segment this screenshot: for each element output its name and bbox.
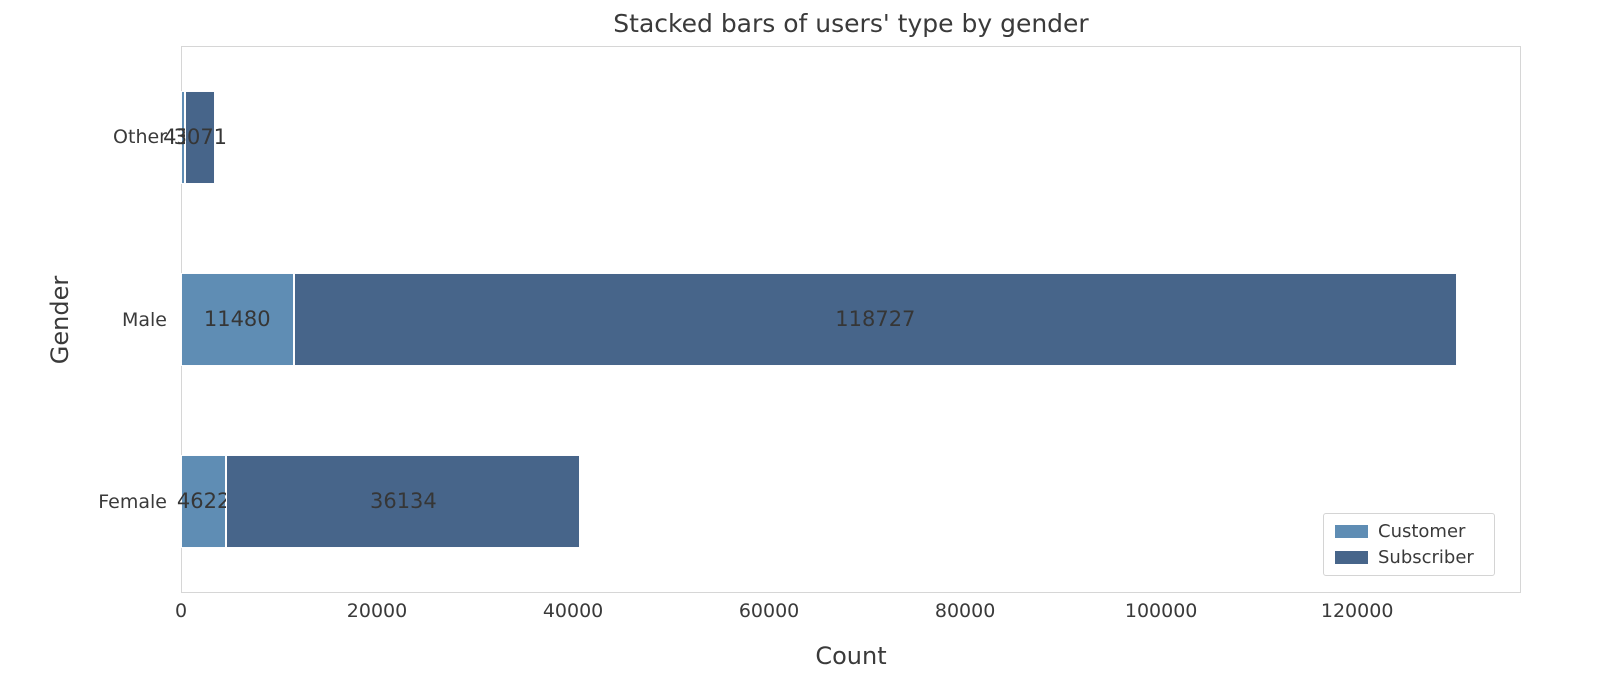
bar-value-label: 11480	[203, 307, 271, 331]
x-tick-label: 40000	[542, 600, 604, 622]
x-tick-label: 120000	[1320, 600, 1394, 622]
bar-segment	[226, 455, 581, 549]
x-tick-label: 60000	[738, 600, 800, 622]
x-tick-label: 0	[174, 600, 188, 622]
x-tick-label: 80000	[934, 600, 996, 622]
legend-swatch	[1335, 551, 1368, 564]
bar-segment	[181, 455, 227, 549]
bar-segment	[181, 273, 294, 366]
legend-item: Subscriber	[1335, 547, 1494, 568]
y-tick-label: Female	[98, 490, 167, 513]
legend-label: Subscriber	[1378, 547, 1474, 568]
x-axis-label: Count	[815, 642, 887, 670]
x-tick-label: 100000	[1124, 600, 1198, 622]
x-tick-label: 20000	[346, 600, 408, 622]
bar-value-label: 3071	[173, 124, 228, 149]
bar-segment	[185, 90, 216, 184]
bar-value-label: 4622	[176, 489, 231, 514]
legend-label: Customer	[1378, 521, 1466, 542]
y-tick-label: Other	[113, 126, 167, 149]
bar-value-label: 118727	[835, 307, 916, 331]
chart-title: Stacked bars of users' type by gender	[613, 9, 1089, 38]
y-tick-label: Male	[121, 308, 167, 331]
legend-swatch	[1335, 525, 1368, 538]
bar-value-label: 36134	[369, 489, 437, 514]
bar-segment	[181, 90, 186, 184]
legend: Customer Subscriber	[1323, 513, 1495, 576]
bar-segment	[293, 273, 1458, 366]
legend-item: Customer	[1335, 521, 1494, 542]
